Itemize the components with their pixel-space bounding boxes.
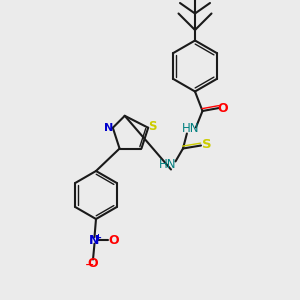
Text: S: S [202,138,211,152]
Text: HN: HN [182,122,199,136]
Text: +: + [94,233,102,242]
Text: N: N [104,123,113,133]
Text: O: O [108,233,119,247]
Text: O: O [217,101,228,115]
Text: HN: HN [159,158,177,172]
Text: O: O [88,256,98,270]
Text: S: S [148,120,157,133]
Text: −: − [85,260,94,270]
Text: N: N [89,233,100,247]
